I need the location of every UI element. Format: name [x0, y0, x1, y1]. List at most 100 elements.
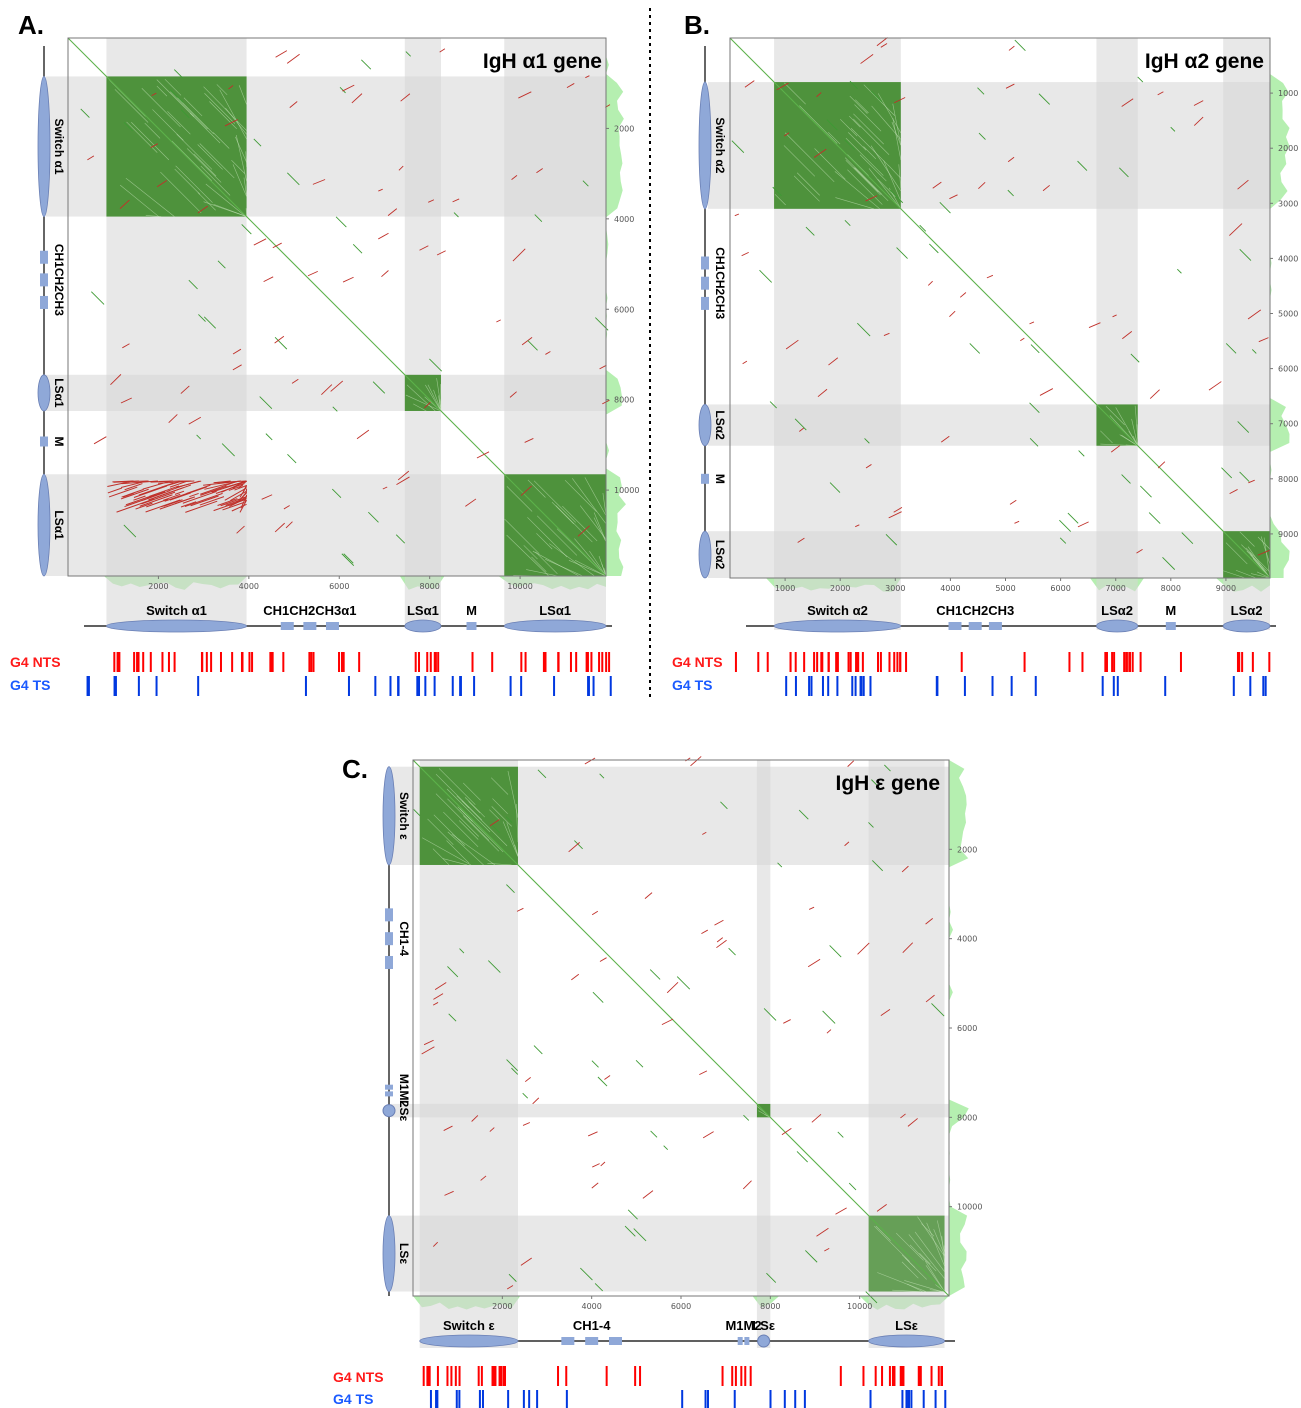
gene-exon-box	[303, 622, 317, 630]
inverted-match-segment	[423, 1039, 434, 1046]
gene-exon-box-vertical	[701, 276, 709, 290]
self-match-stripe	[1247, 546, 1271, 579]
g4-ts-bar	[113, 676, 116, 696]
inverted-match-segment	[232, 480, 244, 489]
self-match-stripe	[839, 119, 858, 137]
g4-ts-bar	[522, 1390, 525, 1408]
self-match-segment	[1059, 519, 1072, 532]
self-match-segment	[650, 1130, 658, 1138]
inverted-match-segment	[108, 486, 138, 498]
self-match-stripe	[175, 165, 213, 203]
dot-plot-b: 1000 2000 3000 4000 5000 6000 7000 8000 9000 1000…	[698, 37, 1298, 696]
inverted-match-segment	[1257, 549, 1271, 556]
self-match-stripe	[853, 167, 879, 193]
inverted-match-segment	[232, 364, 242, 371]
self-match-stripe	[784, 132, 835, 183]
g4-nts-bar	[803, 652, 806, 672]
inverted-match-segment	[816, 1227, 829, 1237]
self-match-stripe	[461, 800, 508, 847]
inverted-match-segment	[397, 470, 410, 481]
gene-region-label-vertical: CH1CH2CH3	[52, 244, 66, 316]
g4-nts-bar	[960, 652, 963, 672]
self-match-segment	[1162, 557, 1176, 570]
g4-nts-bar	[849, 652, 852, 672]
g4-nts-bar	[877, 652, 880, 672]
x-tick-label: 7000	[1106, 584, 1126, 593]
gene-region-label: Switch ε	[443, 1318, 495, 1333]
g4-nts-bar	[426, 1366, 429, 1386]
inverted-match-segment	[200, 480, 238, 495]
main-diagonal	[67, 37, 607, 577]
inverted-match-segment	[949, 194, 958, 200]
gene-region-ellipse	[868, 1334, 945, 1348]
g4-nts-bar	[893, 1366, 896, 1386]
self-match-segment	[844, 220, 851, 227]
gene-region-ellipse	[773, 619, 902, 633]
inverted-match-segment	[378, 188, 383, 192]
inverted-match-segment	[940, 435, 950, 443]
inverted-match-segment	[489, 1127, 495, 1132]
self-match-stripe	[145, 215, 162, 217]
g4-ts-bar	[565, 1390, 568, 1408]
self-match-stripe	[574, 538, 607, 577]
self-match-segment	[405, 51, 411, 57]
inverted-match-segment	[186, 484, 211, 494]
self-match-segment	[676, 976, 691, 990]
inverted-match-segment	[434, 982, 447, 991]
self-match-segment	[864, 438, 870, 444]
inverted-match-segment	[599, 364, 607, 370]
x-tick-label: 5000	[995, 584, 1015, 593]
self-match-stripe	[171, 140, 213, 182]
self-match-stripe	[887, 164, 902, 179]
g4-nts-bar	[504, 1366, 507, 1386]
self-match-stripe	[848, 132, 867, 151]
self-match-segment	[931, 1003, 945, 1017]
x-tick-label: 2000	[148, 582, 168, 591]
self-match-stripe	[442, 858, 468, 866]
g4-nts-bar	[358, 652, 361, 672]
self-match-segment	[341, 553, 355, 567]
self-match-stripe	[463, 815, 500, 852]
inverted-match-segment	[1157, 461, 1166, 469]
self-match-stripe	[871, 105, 902, 140]
self-match-segment	[253, 138, 262, 147]
inverted-match-segment	[847, 760, 855, 767]
inverted-match-segment	[163, 499, 183, 507]
dot-plot-a: 2000 4000 6000 8000 10000 2000 4000 6000 8000 100…	[37, 37, 639, 696]
g4-ts-bar	[528, 1390, 531, 1408]
inverted-match-segment	[419, 245, 429, 251]
inverted-match-segment	[239, 486, 248, 498]
self-match-stripe	[892, 118, 902, 161]
g4-ts-bar	[114, 676, 117, 696]
self-match-stripe	[859, 154, 887, 182]
self-match-stripe	[564, 479, 597, 512]
inverted-match-segment	[1020, 337, 1025, 342]
self-match-segment	[506, 884, 515, 893]
g4-ts-bar	[862, 676, 865, 696]
self-match-segment	[339, 87, 346, 94]
self-match-segment	[287, 453, 297, 464]
self-match-segment	[221, 443, 235, 457]
inverted-match-segment	[396, 476, 410, 485]
g4-ts-bar	[803, 1390, 806, 1408]
coverage-profile-right	[606, 38, 626, 576]
g4-nts-bar	[480, 1366, 483, 1386]
self-match-stripe	[435, 773, 483, 821]
panel-b: 1000 2000 3000 4000 5000 6000 7000 8000 9000 1000…	[672, 10, 1298, 696]
self-match-segment	[777, 862, 783, 868]
g4-nts-bar	[149, 652, 152, 672]
g4-ts-bar	[197, 676, 200, 696]
g4-nts-bar	[902, 1366, 905, 1386]
inverted-match-segment	[1110, 445, 1121, 453]
self-match-stripe	[854, 104, 882, 132]
inverted-match-segment	[387, 208, 398, 216]
gene-exon-box-vertical	[385, 1084, 393, 1090]
x-tick-label: 6000	[1050, 584, 1070, 593]
self-match-stripe	[853, 113, 884, 145]
inverted-match-segment	[228, 85, 234, 90]
g4-ts-bar	[854, 676, 857, 696]
self-match-stripe	[783, 145, 816, 177]
inverted-match-segment	[439, 48, 446, 53]
g4-nts-bar	[241, 652, 244, 672]
inverted-match-segment	[381, 270, 389, 278]
